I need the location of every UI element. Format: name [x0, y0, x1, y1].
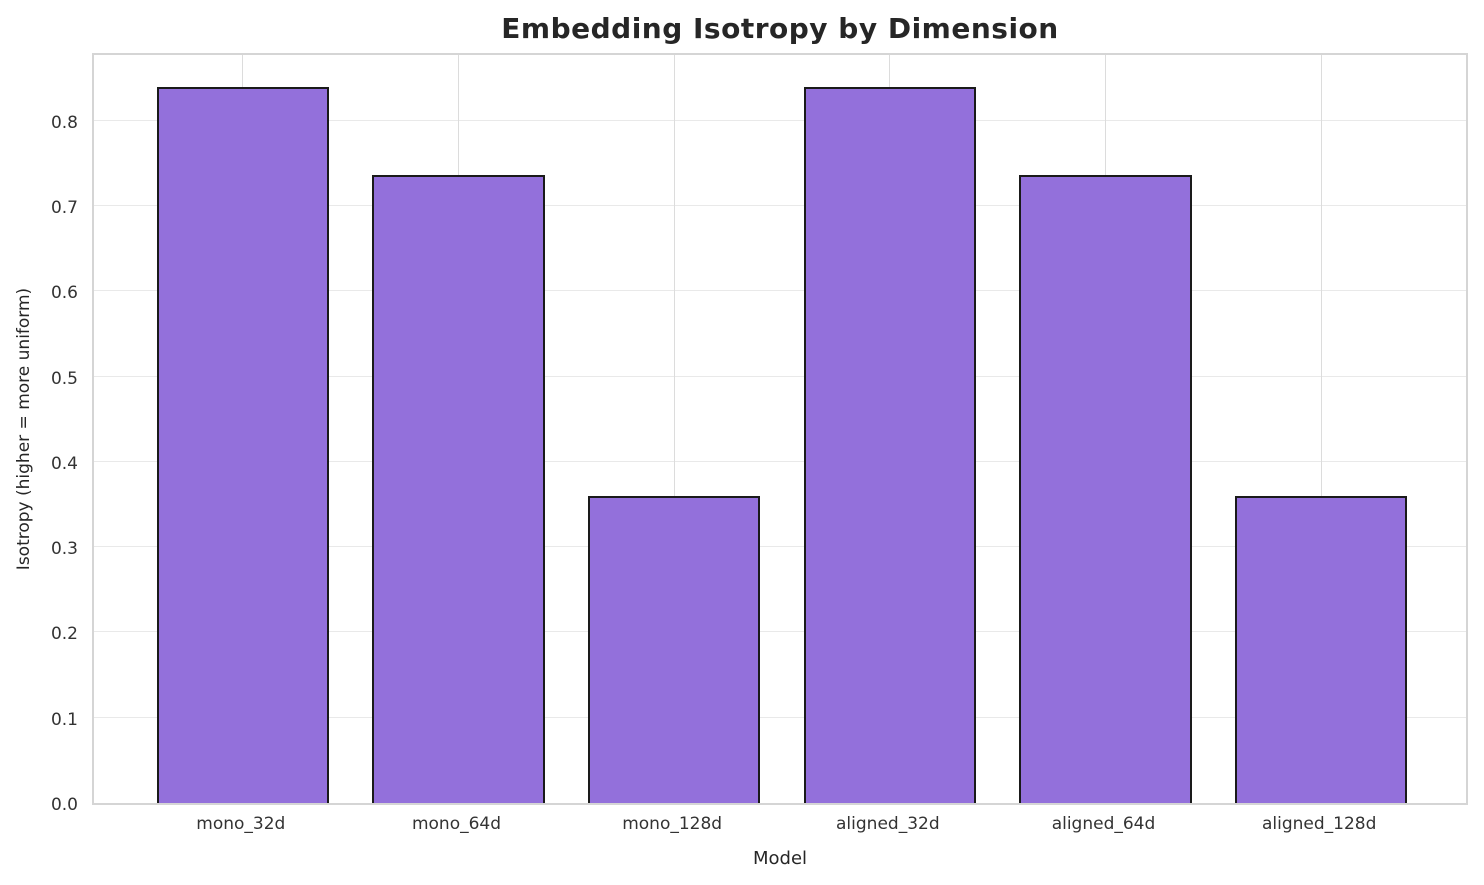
- y-tick-label: 0.1: [50, 709, 78, 730]
- y-tick-label: 0.3: [50, 539, 78, 560]
- x-tick-label-mono_32d: mono_32d: [196, 814, 286, 834]
- y-tick-label: 0.0: [50, 795, 78, 815]
- gridline-horizontal: [94, 716, 1466, 718]
- y-axis-label: Isotropy (higher = more uniform): [14, 287, 34, 571]
- y-tick-label: 0.4: [50, 453, 78, 474]
- gridline-horizontal: [94, 460, 1466, 462]
- y-tick-label: 0.6: [50, 283, 78, 304]
- x-tick-label-aligned_128d: aligned_128d: [1261, 814, 1377, 834]
- bar-mono_32d: [156, 86, 330, 803]
- gridline-vertical: [673, 55, 675, 803]
- y-tick-label: 0.8: [50, 112, 78, 133]
- bar-aligned_32d: [803, 86, 977, 803]
- y-tick-label: 0.7: [50, 198, 78, 219]
- x-tick-label-mono_64d: mono_64d: [411, 814, 502, 834]
- y-tick-label: 0.5: [50, 368, 78, 389]
- plot-area: [92, 53, 1468, 805]
- gridline-horizontal: [94, 290, 1466, 292]
- gridline-horizontal: [94, 631, 1466, 633]
- bar-aligned_64d: [1019, 174, 1192, 803]
- bar-mono_128d: [587, 496, 761, 803]
- x-tick-label-aligned_32d: aligned_32d: [836, 814, 940, 834]
- gridline-horizontal: [94, 375, 1466, 377]
- x-tick-label-mono_128d: mono_128d: [622, 814, 723, 834]
- gridline-vertical: [1320, 55, 1322, 803]
- bar-aligned_128d: [1234, 496, 1408, 803]
- gridline-horizontal: [94, 205, 1466, 207]
- bar-mono_64d: [372, 174, 545, 803]
- chart-title: Embedding Isotropy by Dimension: [501, 12, 1059, 45]
- gridline-horizontal: [94, 119, 1466, 121]
- x-axis-label: Model: [752, 848, 808, 869]
- x-tick-label-aligned_64d: aligned_64d: [1051, 814, 1156, 834]
- y-tick-label: 0.2: [50, 624, 78, 645]
- gridline-horizontal: [94, 546, 1466, 548]
